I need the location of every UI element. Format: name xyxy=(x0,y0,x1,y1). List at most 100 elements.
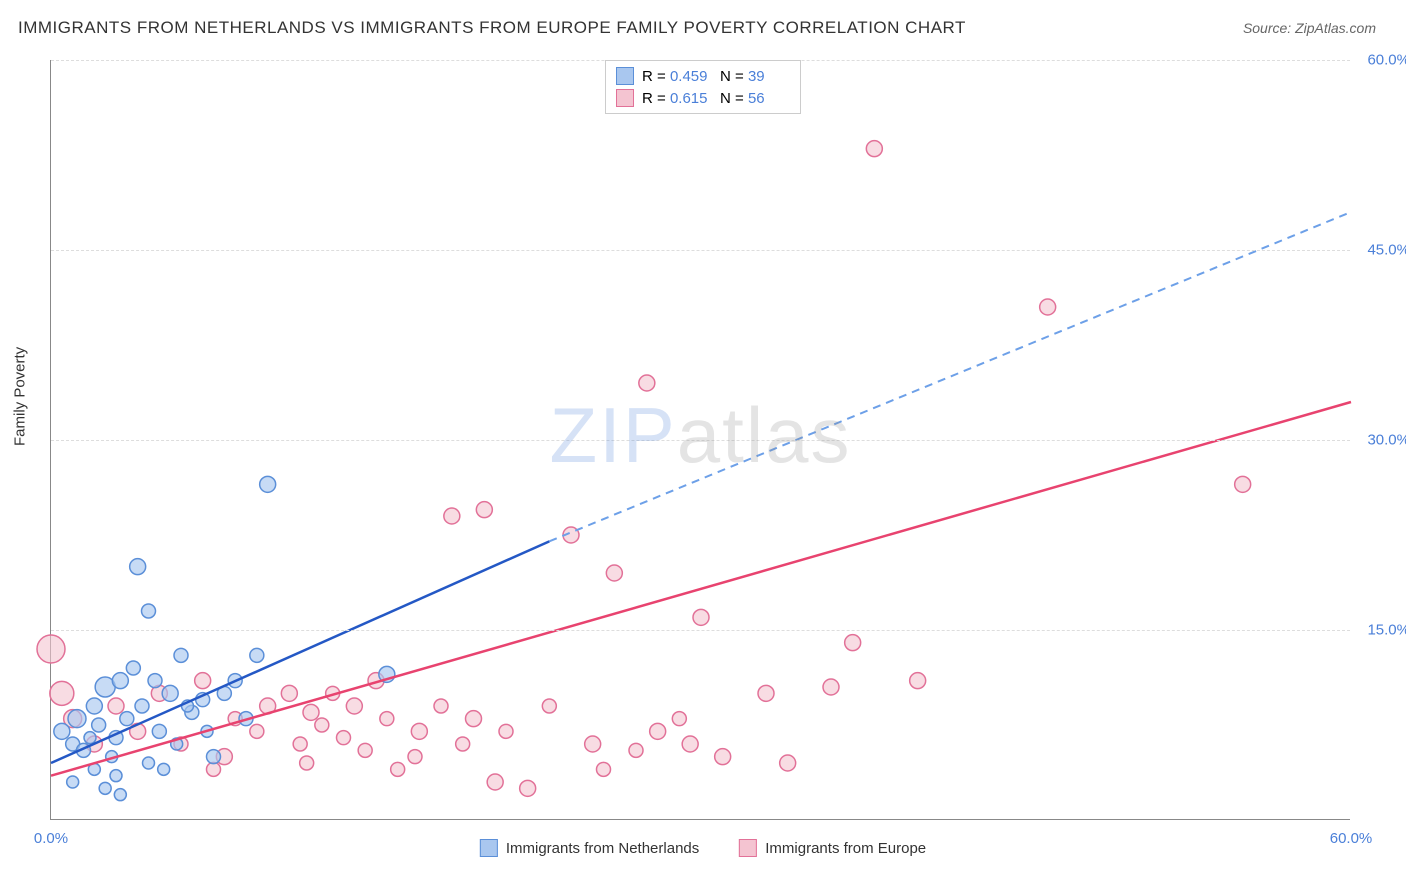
scatter-point-europe xyxy=(585,736,601,752)
scatter-point-europe xyxy=(195,673,211,689)
r-label: R = 0.459 xyxy=(642,68,712,85)
scatter-point-europe xyxy=(108,698,124,714)
scatter-point-europe xyxy=(380,712,394,726)
scatter-point-europe xyxy=(597,762,611,776)
scatter-point-europe xyxy=(682,736,698,752)
scatter-point-netherlands xyxy=(250,648,264,662)
scatter-point-europe xyxy=(866,141,882,157)
scatter-point-netherlands xyxy=(152,724,166,738)
scatter-point-europe xyxy=(315,718,329,732)
scatter-point-europe xyxy=(337,731,351,745)
y-tick-label: 30.0% xyxy=(1367,432,1406,449)
scatter-point-netherlands xyxy=(114,789,126,801)
scatter-point-europe xyxy=(476,502,492,518)
scatter-point-netherlands xyxy=(54,723,70,739)
scatter-point-europe xyxy=(542,699,556,713)
scatter-point-europe xyxy=(456,737,470,751)
scatter-point-europe xyxy=(466,711,482,727)
trendline-netherlands-solid xyxy=(51,541,549,763)
scatter-point-europe xyxy=(391,762,405,776)
scatter-point-europe xyxy=(293,737,307,751)
legend-item-europe: Immigrants from Europe xyxy=(739,839,926,857)
scatter-point-europe xyxy=(408,750,422,764)
scatter-point-netherlands xyxy=(126,661,140,675)
scatter-point-europe xyxy=(250,724,264,738)
scatter-point-europe xyxy=(207,762,221,776)
scatter-point-europe xyxy=(606,565,622,581)
r-value-europe: 0.615 xyxy=(670,90,708,107)
swatch-netherlands xyxy=(616,67,634,85)
trendline-europe xyxy=(51,402,1351,776)
scatter-point-netherlands xyxy=(92,718,106,732)
scatter-point-europe xyxy=(672,712,686,726)
legend-series: Immigrants from Netherlands Immigrants f… xyxy=(480,839,926,857)
scatter-point-netherlands xyxy=(120,712,134,726)
scatter-point-europe xyxy=(346,698,362,714)
x-tick-label: 60.0% xyxy=(1330,830,1373,847)
y-axis-label: Family Poverty xyxy=(12,347,29,446)
scatter-point-europe xyxy=(910,673,926,689)
scatter-point-netherlands xyxy=(110,770,122,782)
scatter-point-netherlands xyxy=(112,673,128,689)
scatter-point-netherlands xyxy=(67,776,79,788)
scatter-point-netherlands xyxy=(84,732,96,744)
scatter-point-europe xyxy=(444,508,460,524)
y-tick-label: 15.0% xyxy=(1367,622,1406,639)
gridline xyxy=(51,630,1350,631)
scatter-point-europe xyxy=(520,780,536,796)
scatter-point-europe xyxy=(411,723,427,739)
scatter-point-europe xyxy=(629,743,643,757)
scatter-point-europe xyxy=(300,756,314,770)
scatter-point-europe xyxy=(845,635,861,651)
scatter-point-europe xyxy=(358,743,372,757)
chart-container: IMMIGRANTS FROM NETHERLANDS VS IMMIGRANT… xyxy=(0,0,1406,892)
scatter-point-netherlands xyxy=(260,476,276,492)
chart-title: IMMIGRANTS FROM NETHERLANDS VS IMMIGRANT… xyxy=(18,18,966,38)
swatch-netherlands xyxy=(480,839,498,857)
scatter-point-netherlands xyxy=(135,699,149,713)
scatter-point-europe xyxy=(1235,476,1251,492)
y-tick-label: 60.0% xyxy=(1367,52,1406,69)
n-value-europe: 56 xyxy=(748,90,765,107)
trendline-netherlands-dashed xyxy=(549,212,1351,541)
r-label: R = 0.615 xyxy=(642,90,712,107)
scatter-point-europe xyxy=(823,679,839,695)
n-label: N = 56 xyxy=(720,90,790,107)
scatter-point-netherlands xyxy=(207,750,221,764)
scatter-point-europe xyxy=(693,609,709,625)
n-label: N = 39 xyxy=(720,68,790,85)
legend-label-netherlands: Immigrants from Netherlands xyxy=(506,840,699,857)
scatter-point-europe xyxy=(780,755,796,771)
source-label: Source: ZipAtlas.com xyxy=(1243,20,1376,36)
legend-label-europe: Immigrants from Europe xyxy=(765,840,926,857)
gridline xyxy=(51,250,1350,251)
legend-stats-row: R = 0.615 N = 56 xyxy=(616,87,790,109)
scatter-point-netherlands xyxy=(130,559,146,575)
scatter-point-netherlands xyxy=(158,763,170,775)
scatter-point-europe xyxy=(758,685,774,701)
x-tick-label: 0.0% xyxy=(34,830,68,847)
scatter-point-netherlands xyxy=(174,648,188,662)
n-value-netherlands: 39 xyxy=(748,68,765,85)
scatter-point-europe xyxy=(37,635,65,663)
scatter-point-europe xyxy=(639,375,655,391)
scatter-point-europe xyxy=(650,723,666,739)
scatter-point-europe xyxy=(434,699,448,713)
scatter-point-netherlands xyxy=(99,782,111,794)
scatter-point-europe xyxy=(50,681,74,705)
r-value-netherlands: 0.459 xyxy=(670,68,708,85)
scatter-point-europe xyxy=(303,704,319,720)
plot-area: ZIPatlas 15.0%30.0%45.0%60.0% 0.0%60.0% xyxy=(50,60,1350,820)
scatter-point-netherlands xyxy=(142,604,156,618)
scatter-point-netherlands xyxy=(148,674,162,688)
legend-stats: R = 0.459 N = 39 R = 0.615 N = 56 xyxy=(605,60,801,114)
y-tick-label: 45.0% xyxy=(1367,242,1406,259)
swatch-europe xyxy=(739,839,757,857)
scatter-point-netherlands xyxy=(68,710,86,728)
gridline xyxy=(51,440,1350,441)
scatter-point-netherlands xyxy=(86,698,102,714)
legend-item-netherlands: Immigrants from Netherlands xyxy=(480,839,699,857)
swatch-europe xyxy=(616,89,634,107)
scatter-point-europe xyxy=(1040,299,1056,315)
scatter-point-europe xyxy=(281,685,297,701)
